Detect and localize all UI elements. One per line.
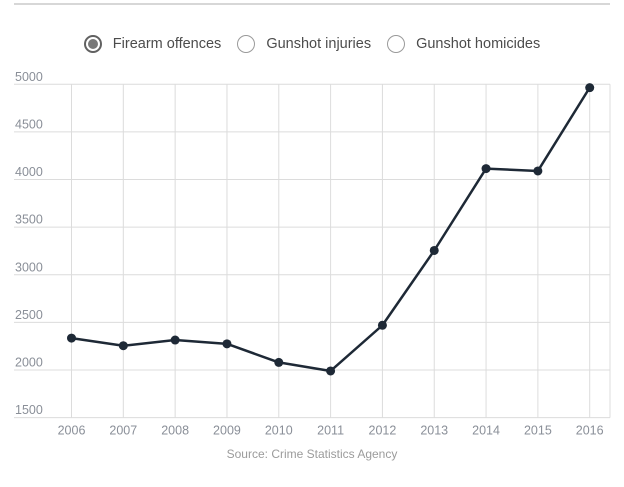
- x-tick-labels: 2006 2007 2008 2009 2010 2011 2012 2013 2014 2015…: [58, 424, 604, 438]
- svg-text:2500: 2500: [15, 308, 43, 322]
- svg-text:2014: 2014: [472, 424, 500, 438]
- radio-icon: [237, 35, 256, 53]
- svg-text:2009: 2009: [213, 424, 241, 438]
- svg-text:1500: 1500: [15, 403, 43, 417]
- svg-text:2010: 2010: [265, 424, 293, 438]
- radio-option[interactable]: Gunshot injuries: [237, 35, 371, 53]
- svg-text:2012: 2012: [369, 424, 397, 438]
- y-gridlines: [14, 83, 610, 419]
- svg-text:2016: 2016: [576, 424, 604, 438]
- svg-text:4000: 4000: [15, 165, 43, 179]
- radio-icon: [83, 35, 102, 53]
- svg-text:5000: 5000: [15, 70, 43, 84]
- radio-icon: [387, 35, 406, 53]
- top-border-line: [14, 3, 610, 5]
- data-line: [71, 86, 591, 373]
- x-gridlines: [71, 84, 611, 418]
- source-note: Source: Crime Statistics Agency: [226, 447, 398, 461]
- svg-text:2007: 2007: [109, 424, 137, 438]
- svg-text:2013: 2013: [420, 424, 448, 438]
- svg-text:4500: 4500: [15, 117, 43, 131]
- y-tick-labels: 5000 4500 4000 3500 3000 2500 2000 1500: [15, 70, 43, 417]
- radio-option-label: Firearm offences: [112, 36, 222, 52]
- svg-text:3500: 3500: [15, 213, 43, 227]
- svg-text:3000: 3000: [15, 260, 43, 274]
- svg-text:2008: 2008: [161, 424, 189, 438]
- svg-text:2000: 2000: [15, 356, 43, 370]
- radio-option-label: Gunshot homicides: [416, 36, 541, 52]
- svg-text:2011: 2011: [317, 424, 344, 438]
- radio-option[interactable]: Firearm offences: [83, 35, 222, 53]
- legend: Firearm offences Gunshot injuries Gunsho…: [0, 32, 624, 56]
- svg-text:2006: 2006: [58, 424, 86, 438]
- svg-text:2015: 2015: [524, 424, 552, 438]
- data-points: [67, 83, 595, 376]
- radio-option-label: Gunshot injuries: [266, 36, 372, 52]
- radio-option[interactable]: Gunshot homicides: [387, 35, 540, 53]
